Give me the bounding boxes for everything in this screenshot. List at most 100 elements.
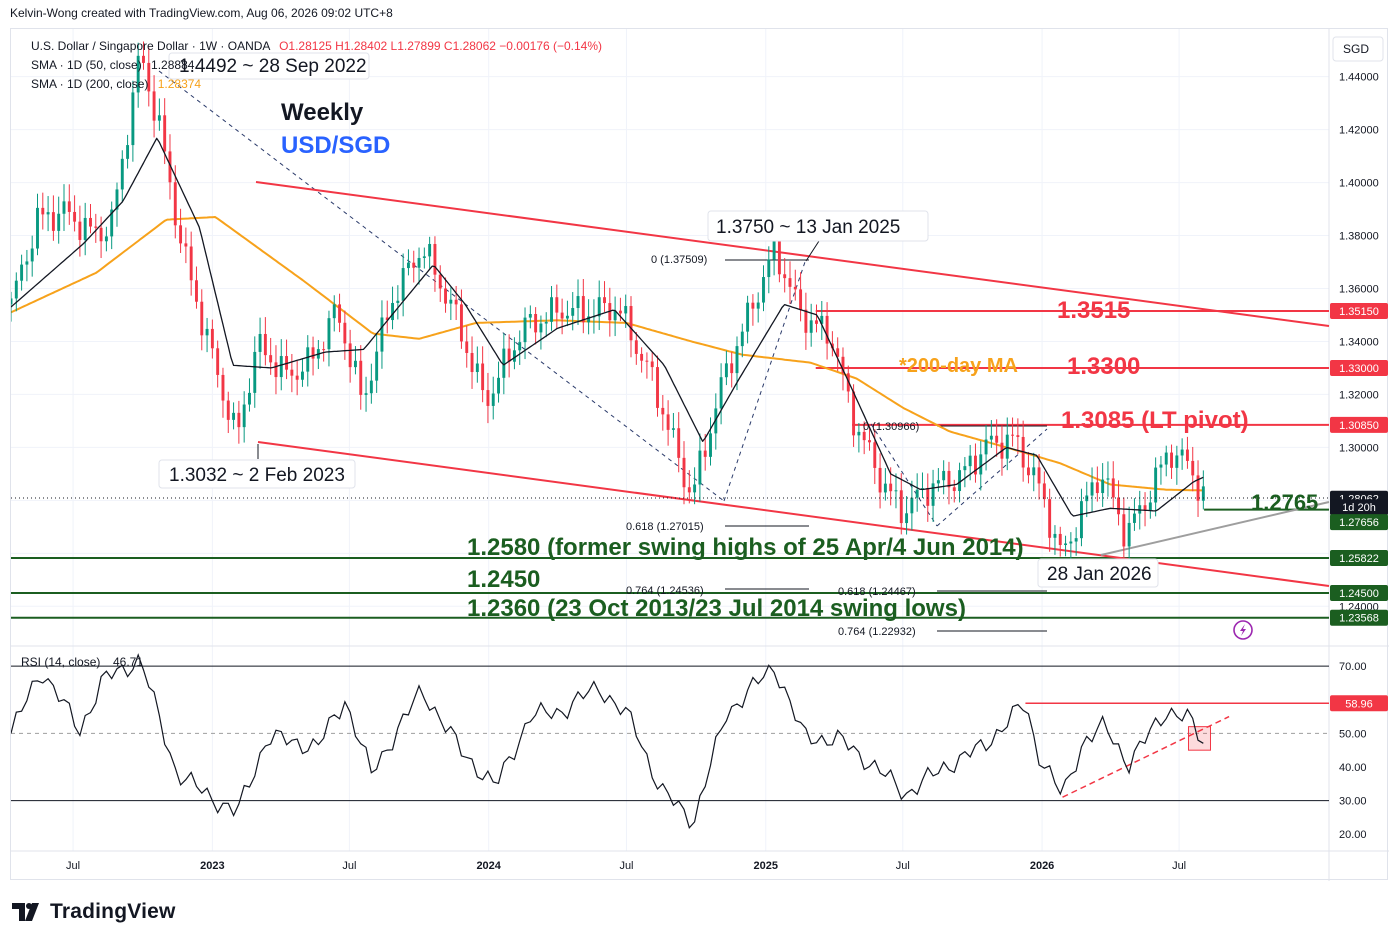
candle-body (1037, 467, 1041, 484)
candle-body (136, 55, 140, 93)
rsi-tick-label: 40.00 (1339, 762, 1367, 774)
candle-body (30, 248, 34, 262)
candle-body (656, 367, 659, 408)
candle-body (417, 257, 421, 268)
time-axis[interactable]: Jul 2023 Jul 2024 Jul 2025 Jul 2026 Jul (66, 860, 1186, 872)
candle-body (433, 243, 437, 275)
candle-body (777, 237, 781, 275)
candle-body (587, 316, 591, 323)
candle-body (1191, 460, 1195, 476)
candle-body (894, 490, 898, 492)
candle-body (671, 428, 675, 430)
currency-box[interactable] (1332, 36, 1384, 62)
candle-body (910, 497, 914, 514)
price-tick-label: 1.34000 (1339, 336, 1379, 348)
tradingview-brand[interactable]: TradingView (12, 900, 176, 924)
price-axis[interactable]: 1.44000 1.42000 1.40000 1.38000 1.36000 1.340… (1339, 72, 1379, 614)
sma50-path (11, 137, 1204, 517)
rsi-value: 46.71 (113, 655, 143, 669)
candle-body (825, 315, 829, 344)
candle-body (899, 490, 903, 524)
candle-body (762, 277, 765, 303)
candle-body (603, 297, 606, 304)
candle-body (279, 356, 283, 378)
candle-body (168, 151, 172, 183)
candle-body (422, 256, 426, 258)
annotations: 1.4492 ~ 28 Sep 2022 Weekly USD/SGD 1.30… (158, 52, 1318, 638)
candle-body (470, 352, 474, 373)
candle-body (740, 331, 744, 347)
chart-canvas[interactable]: 1.4492 ~ 28 Sep 2022 Weekly USD/SGD 1.30… (11, 29, 1389, 881)
candle-body (258, 333, 262, 352)
price-badge (1330, 499, 1388, 516)
candle-body (1064, 543, 1068, 546)
candle-body (703, 450, 707, 457)
candle-body (1148, 502, 1152, 511)
candle-body (783, 274, 787, 279)
low-2026-label: 28 Jan 2026 (1047, 564, 1152, 585)
price-badge-label: 1.27656 (1339, 517, 1379, 529)
rsi-highlight-box (1187, 726, 1211, 751)
candle-body (221, 374, 225, 401)
price-tick-label: 1.36000 (1339, 284, 1379, 296)
candle-body (200, 301, 204, 336)
candle-body (216, 348, 220, 375)
currency-label: SGD (1343, 42, 1369, 56)
candle-body (565, 315, 569, 319)
candle-body (1180, 449, 1184, 456)
candle-body (486, 390, 490, 406)
time-tick-label: Jul (342, 860, 356, 872)
candle-body (369, 380, 373, 394)
candle-body (995, 435, 999, 443)
candle-body (958, 470, 962, 492)
low-2026-box (1037, 558, 1159, 588)
candle-body (1122, 514, 1126, 547)
candle-body (905, 513, 909, 524)
candle-body (110, 209, 114, 237)
low-2023-box (158, 459, 356, 489)
legend-sma200-row: SMA · 1D (200, close) 1.28374 (31, 77, 201, 91)
price-badge-label: 1.25822 (1339, 553, 1379, 565)
time-tick-label: 2025 (754, 860, 778, 872)
candle-body (385, 317, 389, 321)
candle-body (989, 435, 993, 440)
candle-body (1164, 452, 1168, 465)
candle-body (184, 243, 188, 247)
level-12765-label: 1.2765 (1251, 490, 1318, 515)
candle-body (73, 211, 77, 222)
candle-body (597, 297, 601, 317)
events-lightning-icon[interactable] (1233, 620, 1253, 640)
high-2025-label: 1.3750 ~ 13 Jan 2025 (716, 217, 900, 238)
time-tick-label: 2024 (476, 860, 501, 872)
candle-body (41, 207, 45, 215)
candle-body (687, 487, 691, 493)
high-2025-pointer (805, 240, 820, 262)
candle-body (1106, 478, 1110, 480)
time-tick-label: Jul (1172, 860, 1186, 872)
time-tick-label: Jul (66, 860, 80, 872)
candle-body (115, 189, 119, 210)
candle-body (459, 304, 463, 342)
rsi-badge (1330, 695, 1388, 712)
candle-body (857, 431, 861, 436)
candle-body (126, 145, 130, 159)
candle-body (1143, 505, 1147, 511)
candle-body (666, 414, 670, 430)
candle-body (311, 347, 315, 359)
candle-body (444, 288, 447, 304)
rsi-tick-label: 50.00 (1339, 728, 1367, 740)
candle-body (232, 412, 236, 420)
candle-body (1111, 478, 1115, 498)
candle-body (677, 428, 681, 458)
candle-body (179, 225, 183, 244)
chart-frame[interactable]: 1.4492 ~ 28 Sep 2022 Weekly USD/SGD 1.30… (10, 28, 1389, 881)
fib-a-618-label: 0.618 (1.27015) (626, 521, 704, 533)
candle-body (157, 115, 161, 121)
candle-body (1201, 486, 1205, 501)
candle-body (438, 274, 442, 289)
candle-body (301, 371, 304, 380)
candle-body (57, 213, 61, 231)
candle-body (78, 221, 82, 240)
candle-body (290, 369, 294, 376)
